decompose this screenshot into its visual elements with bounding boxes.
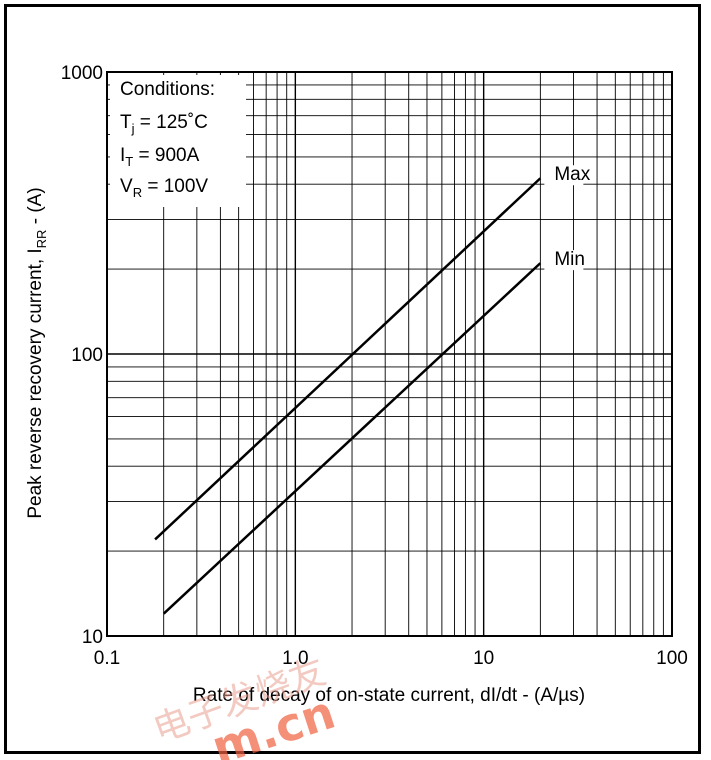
series-layer	[154, 177, 542, 615]
x-tick-label: 10	[473, 648, 494, 669]
watermark: 电子发烧友 m.cn	[148, 651, 341, 760]
y-tick-label: 1000	[61, 63, 103, 84]
conditions-title: Conditions:	[120, 79, 215, 100]
y-tick-label: 100	[71, 345, 103, 366]
x-tick-label: 1.0	[282, 648, 308, 669]
series-label-min: Min	[554, 249, 585, 270]
conditions-box-background	[110, 75, 246, 207]
series-label-max: Max	[554, 164, 590, 185]
chart-frame	[4, 4, 701, 754]
series-label-bg-max	[544, 165, 584, 186]
y-tick-labels: 10 100 1000	[61, 63, 103, 648]
x-tick-label: 0.1	[94, 648, 120, 669]
x-tick-labels: 0.1 1.0 10 100	[94, 648, 688, 669]
plot-border	[106, 71, 673, 637]
condition-tj: Tj = 125˚C	[120, 112, 208, 136]
series-label-bg-min	[544, 250, 584, 271]
series-labels: Max Min	[544, 164, 591, 271]
series-line-min	[162, 262, 542, 615]
y-axis-label: Peak reverse recovery current, IRR - (A)	[25, 187, 49, 518]
y-tick-label: 10	[82, 627, 103, 648]
series-line-max	[154, 177, 542, 541]
condition-vr: VR = 100V	[120, 176, 208, 200]
condition-it: IT = 900A	[120, 145, 200, 169]
x-axis-label: Rate of decay of on-state current, dI/dt…	[193, 685, 585, 706]
x-tick-label: 100	[656, 648, 688, 669]
